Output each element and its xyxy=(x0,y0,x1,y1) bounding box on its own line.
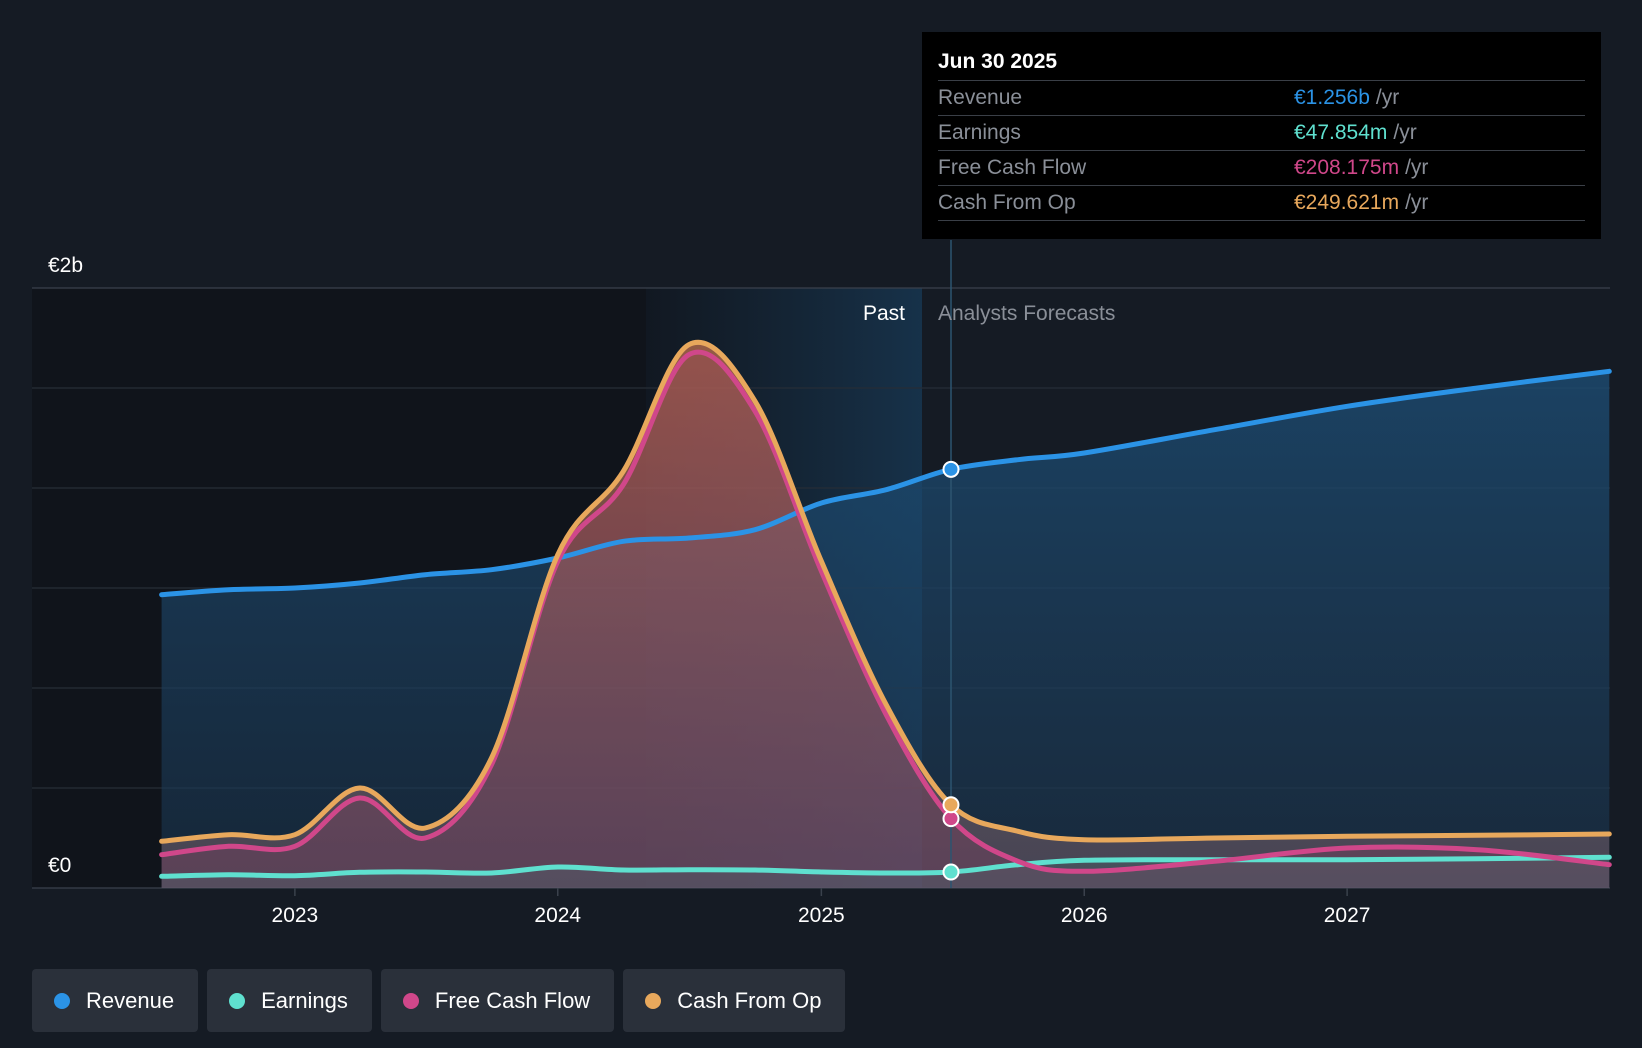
line-earnings xyxy=(159,854,1612,879)
marker-free-cash-flow xyxy=(942,810,960,828)
chart-legend: Revenue Earnings Free Cash Flow Cash Fro… xyxy=(32,969,854,1032)
tooltip-row-revenue: Revenue €1.256b /yr xyxy=(938,81,1585,116)
tooltip-unit: /yr xyxy=(1405,156,1429,179)
x-tick-label: 2024 xyxy=(534,904,581,927)
tooltip-unit: /yr xyxy=(1405,191,1429,214)
legend-item-earnings[interactable]: Earnings xyxy=(207,969,372,1032)
x-tick-label: 2027 xyxy=(1324,904,1371,927)
tooltip-row-earnings: Earnings €47.854m /yr xyxy=(938,116,1585,151)
legend-label: Earnings xyxy=(261,987,348,1013)
tooltip-label: Earnings xyxy=(938,121,1021,144)
legend-item-free-cash-flow[interactable]: Free Cash Flow xyxy=(380,969,615,1032)
line-cash-from-op xyxy=(159,339,1612,844)
tooltip-unit: /yr xyxy=(1393,121,1417,144)
legend-item-cash-from-op[interactable]: Cash From Op xyxy=(623,969,846,1032)
past-label: Past xyxy=(863,302,905,325)
y-axis-bottom-label: €0 xyxy=(48,854,71,877)
marker-cash-from-op xyxy=(942,796,960,814)
marker-revenue xyxy=(942,460,960,478)
legend-label: Free Cash Flow xyxy=(434,987,591,1013)
legend-dot-icon xyxy=(229,992,246,1009)
line-free-cash-flow xyxy=(159,349,1612,874)
area-cash-from-op xyxy=(161,342,1610,888)
area-free-cash-flow xyxy=(161,352,1610,889)
area-earnings xyxy=(161,857,1610,888)
tooltip-label: Free Cash Flow xyxy=(938,156,1087,179)
forecast-label: Analysts Forecasts xyxy=(938,302,1115,325)
legend-dot-icon xyxy=(645,992,662,1009)
legend-label: Cash From Op xyxy=(677,987,822,1013)
tooltip-value: €47.854m xyxy=(1294,121,1388,144)
tooltip-value: €1.256b xyxy=(1294,86,1370,109)
tooltip-label: Cash From Op xyxy=(938,191,1076,214)
legend-dot-icon xyxy=(402,992,419,1009)
marker-earnings xyxy=(942,863,960,881)
tooltip-date: Jun 30 2025 xyxy=(938,46,1585,81)
tooltip-row-free-cash-flow: Free Cash Flow €208.175m /yr xyxy=(938,151,1585,186)
y-axis-top-label: €2b xyxy=(48,254,83,277)
tooltip-value: €249.621m xyxy=(1294,191,1400,214)
line-revenue xyxy=(159,368,1612,598)
x-tick-label: 2023 xyxy=(272,904,319,927)
x-axis-ticks: 2023 2024 2025 2026 2027 xyxy=(272,888,1371,927)
legend-dot-icon xyxy=(54,992,70,1009)
series-lines xyxy=(159,339,1612,879)
x-tick-label: 2026 xyxy=(1061,904,1108,927)
tooltip-unit: /yr xyxy=(1375,86,1400,109)
series-areas xyxy=(161,342,1610,889)
legend-item-revenue[interactable]: Revenue xyxy=(32,969,199,1032)
hover-markers xyxy=(942,460,960,881)
tooltip-row-cash-from-op: Cash From Op €249.621m /yr xyxy=(938,186,1585,221)
x-tick-label: 2025 xyxy=(798,904,845,927)
tooltip-label: Revenue xyxy=(938,86,1023,109)
legend-label: Revenue xyxy=(86,987,175,1013)
hover-tooltip: Jun 30 2025 Revenue €1.256b /yr Earnings… xyxy=(922,32,1601,239)
tooltip-value: €208.175m xyxy=(1294,156,1400,179)
